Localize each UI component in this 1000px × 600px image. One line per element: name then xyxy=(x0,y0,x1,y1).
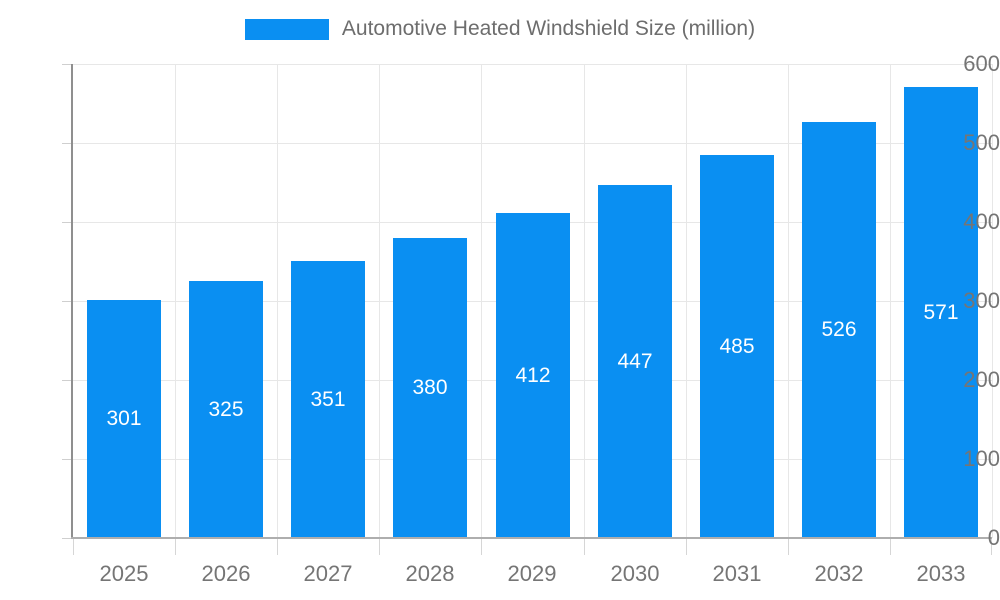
y-axis-line xyxy=(71,64,73,538)
x-tick-mark xyxy=(991,539,992,555)
x-tick-mark xyxy=(175,539,176,555)
gridline-vertical xyxy=(788,64,789,538)
y-tick-mark xyxy=(62,538,71,539)
bar-value-label: 412 xyxy=(515,363,551,387)
legend-swatch xyxy=(244,18,329,40)
gridline-vertical xyxy=(481,64,482,538)
gridline-vertical xyxy=(277,64,278,538)
x-tick-mark xyxy=(73,539,74,555)
x-axis-line xyxy=(71,537,992,539)
plot-area: 301 325 351 380 412 447 485 526 571 xyxy=(62,64,993,555)
x-tick-mark xyxy=(481,539,482,555)
x-tick-label: 2027 xyxy=(303,561,353,586)
gridline-vertical xyxy=(686,64,687,538)
bar-value-label: 571 xyxy=(923,300,959,324)
gridline-horizontal xyxy=(73,143,992,144)
bar-value-label: 447 xyxy=(617,349,653,373)
gridline-vertical xyxy=(992,64,993,538)
y-tick-label: 400 xyxy=(963,209,1000,234)
y-tick-label: 200 xyxy=(963,367,1000,392)
y-tick-mark xyxy=(62,222,71,223)
bar-value-label: 325 xyxy=(208,397,244,421)
x-tick-mark xyxy=(890,539,891,555)
y-tick-label: 100 xyxy=(963,446,1000,471)
x-tick-label: 2030 xyxy=(610,561,660,586)
y-tick-mark xyxy=(62,143,71,144)
gridline-vertical xyxy=(584,64,585,538)
y-tick-label: 500 xyxy=(963,130,1000,155)
bar-value-label: 380 xyxy=(412,376,448,399)
bar: 485 xyxy=(700,155,774,538)
bar-value-label: 351 xyxy=(310,387,346,411)
bar-value-label: 485 xyxy=(719,334,755,358)
bar: 526 xyxy=(802,122,876,538)
bar: 380 xyxy=(393,238,467,538)
gridline-vertical xyxy=(175,64,176,538)
gridline-horizontal xyxy=(73,64,992,65)
x-tick-mark xyxy=(277,539,278,555)
y-tick-mark xyxy=(62,64,71,65)
bar: 412 xyxy=(496,213,570,538)
x-tick-label: 2033 xyxy=(916,561,966,586)
bar-value-label: 526 xyxy=(821,318,857,341)
x-tick-label: 2032 xyxy=(814,561,864,586)
x-tick-label: 2031 xyxy=(712,561,762,586)
legend: Automotive Heated Windshield Size (milli… xyxy=(0,17,1000,41)
x-tick-label: 2028 xyxy=(405,561,455,586)
y-tick-mark xyxy=(62,301,71,302)
y-tick-mark xyxy=(62,380,71,381)
y-tick-label: 600 xyxy=(963,51,1000,76)
x-tick-mark xyxy=(686,539,687,555)
bar: 301 xyxy=(87,300,161,538)
bar: 325 xyxy=(189,281,263,538)
y-tick-mark xyxy=(62,459,71,460)
x-tick-label: 2025 xyxy=(99,561,149,586)
x-tick-mark xyxy=(584,539,585,555)
legend-label: Automotive Heated Windshield Size (milli… xyxy=(341,17,756,40)
gridline-vertical xyxy=(379,64,380,538)
x-tick-label: 2029 xyxy=(507,561,557,586)
x-tick-mark xyxy=(379,539,380,555)
y-tick-label: 0 xyxy=(987,525,1000,550)
bar: 351 xyxy=(291,261,365,538)
x-tick-mark xyxy=(788,539,789,555)
bar-value-label: 301 xyxy=(106,407,142,430)
x-tick-label: 2026 xyxy=(201,561,251,586)
y-tick-label: 300 xyxy=(963,288,1000,313)
bar: 447 xyxy=(598,185,672,538)
bar: 571 xyxy=(904,87,978,538)
gridline-vertical xyxy=(890,64,891,538)
